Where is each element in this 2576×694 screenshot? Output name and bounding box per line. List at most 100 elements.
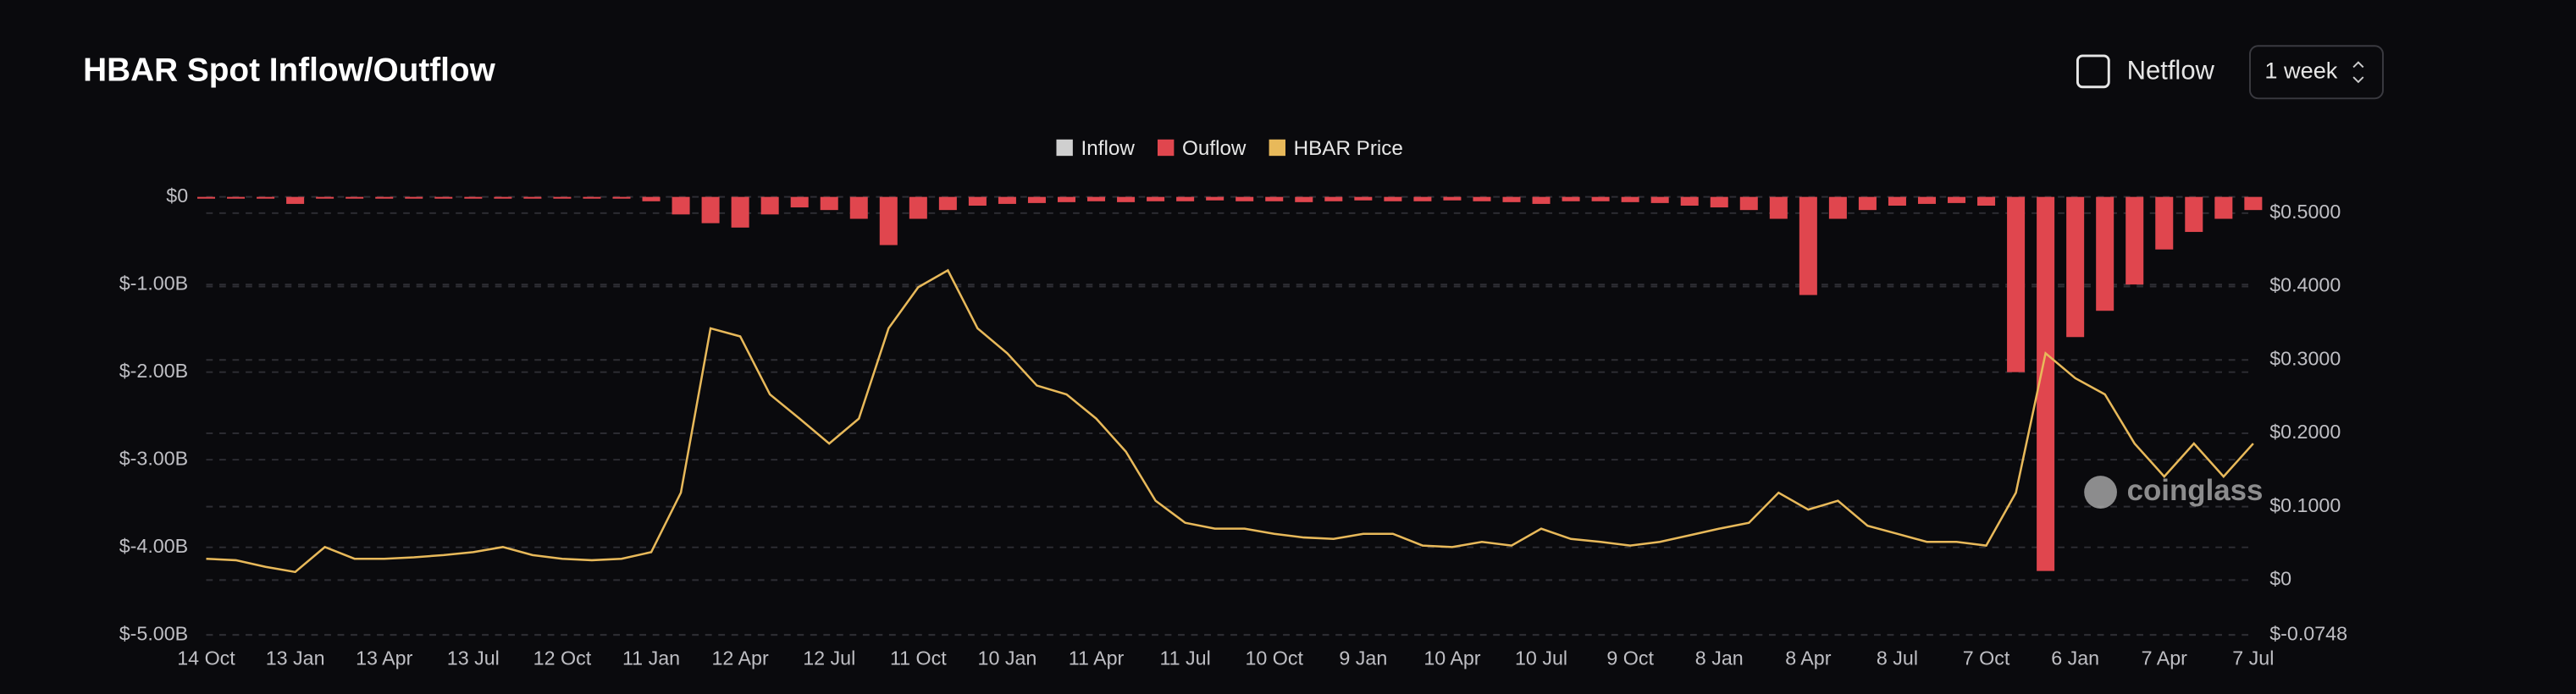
bar [968,196,987,206]
bar [2155,196,2174,250]
bar [1147,196,1165,201]
bar [879,196,898,245]
bar [849,196,868,219]
bar [1977,196,1996,206]
bar [1680,196,1699,206]
y2-tick-label: $0.1000 [2269,494,2341,516]
bar [1532,196,1551,204]
y2-tick-label: $0.3000 [2269,347,2341,369]
y-tick-label: $-2.00B [119,360,188,382]
legend: Inflow Ouflow HBAR Price [1056,137,1403,160]
y-tick-label: $-4.00B [119,535,188,557]
legend-label: HBAR Price [1294,137,1403,160]
bar [494,196,512,199]
bar [1769,196,1788,219]
bar [1621,196,1639,202]
bar [375,196,394,199]
bar [642,196,661,201]
watermark-text: coinglass [2127,474,2264,507]
legend-label: Inflow [1081,137,1136,160]
bar [1176,196,1195,201]
bar [434,196,453,199]
bar [938,196,957,211]
netflow-checkbox[interactable] [2076,54,2110,89]
y2-tick-label: $0.4000 [2269,274,2341,296]
price-line [206,268,2254,574]
x-tick-label: 8 Jul [1877,647,1918,669]
bar [583,196,601,199]
x-tick-label: 11 Jan [622,647,680,669]
bar [909,196,927,219]
bar [672,196,690,215]
legend-swatch [1157,139,1175,157]
bar [1858,196,1877,211]
legend-swatch [1269,139,1285,157]
y-tick-label: $-1.00B [119,272,188,294]
bar [1828,196,1847,219]
bar [1265,196,1284,201]
bar [1710,196,1728,208]
bar [1087,196,1106,201]
x-tick-label: 12 Jul [803,647,855,669]
bar [286,196,305,204]
interval-select[interactable] [2249,45,2384,100]
x-tick-label: 12 Apr [712,647,769,669]
x-tick-label: 12 Oct [533,647,592,669]
bar [1295,196,1313,202]
bar [2037,196,2055,571]
bar [1354,196,1373,201]
x-tick-label: 11 Jul [1159,647,1210,669]
bar [257,196,275,199]
bar [1473,196,1491,201]
bar [2007,196,2026,372]
x-tick-label: 7 Apr [2142,647,2188,669]
bar [1948,196,1966,203]
bar [227,196,246,199]
bar [2244,196,2263,211]
netflow-label[interactable]: Netflow [2127,55,2215,85]
x-tick-label: 10 Oct [1245,647,1303,669]
bar [196,196,216,199]
y-tick-label: $-3.00B [119,447,188,469]
bar [2096,196,2114,311]
bar [998,196,1016,204]
bar [1206,196,1224,201]
bar [1591,196,1610,201]
bar [2066,196,2085,338]
x-tick-label: 13 Apr [356,647,412,669]
x-tick-label: 6 Jan [2051,647,2099,669]
bar [1324,196,1343,201]
bar [1443,196,1462,201]
bar [1502,196,1521,202]
bar [1562,196,1580,201]
x-tick-label: 10 Jan [978,647,1037,669]
chart-title: HBAR Spot Inflow/Outflow [83,52,495,89]
y-tick-label: $0 [166,185,188,207]
bar [2125,196,2144,285]
x-tick-label: 11 Oct [890,647,947,669]
bar [701,196,720,223]
legend-swatch [1056,139,1073,157]
x-tick-label: 8 Apr [1785,647,1832,669]
y2-tick-label: $-0.0748 [2269,622,2347,644]
interval-label: 1 week [2264,57,2337,83]
x-tick-label: 10 Apr [1423,647,1480,669]
bar [464,196,483,199]
bar [1027,196,1046,203]
x-tick-label: 7 Oct [1963,647,2010,669]
bar [523,196,542,199]
x-tick-label: 8 Jan [1695,647,1744,669]
bar [1235,196,1254,201]
bar [820,196,838,211]
y2-tick-label: $0 [2269,567,2291,589]
bar [316,196,334,199]
select-caret [2352,61,2364,84]
bar [1384,196,1402,201]
legend-label: Ouflow [1182,137,1247,160]
x-tick-label: 9 Oct [1606,647,1654,669]
bar [1117,196,1136,202]
bar [1799,196,1817,295]
y2-tick-label: $0.2000 [2269,421,2341,443]
bar [405,196,423,199]
